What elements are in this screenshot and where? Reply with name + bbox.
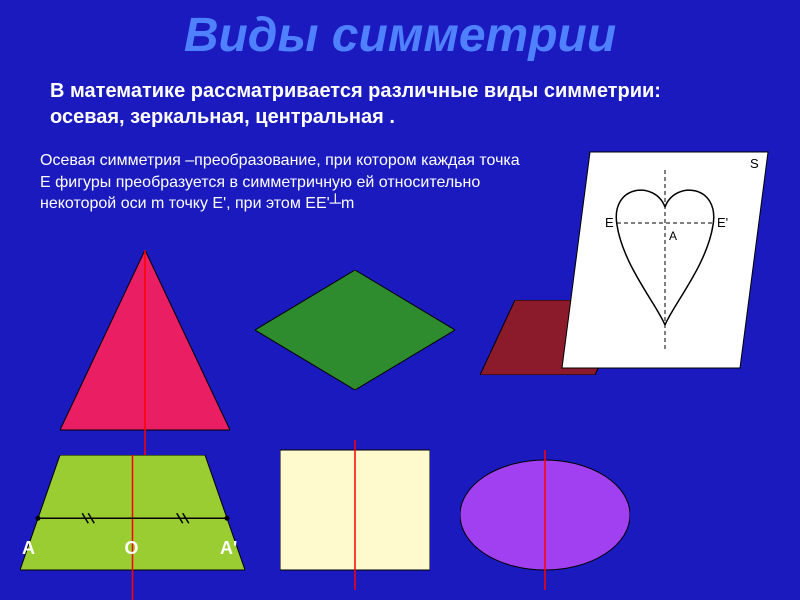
heart-diagram: E E' A S	[560, 150, 770, 370]
svg-text:E: E	[605, 215, 614, 230]
triangle-shape	[60, 250, 230, 460]
slide: Виды симметрии В математике рассматривае…	[0, 0, 800, 600]
slide-title: Виды симметрии	[0, 8, 800, 63]
ellipse-shape	[460, 450, 630, 590]
svg-text:A: A	[669, 229, 677, 243]
label-o: O	[125, 538, 139, 559]
label-a-prime: A'	[220, 538, 237, 559]
intro-text: В математике рассматривается различные в…	[50, 78, 690, 130]
svg-text:S: S	[750, 156, 759, 171]
definition-text: Осевая симметрия –преобразование, при ко…	[40, 150, 520, 215]
svg-text:E': E'	[717, 215, 728, 230]
rhombus-shape	[255, 270, 455, 390]
label-a: A	[22, 538, 35, 559]
trapezoid-shape	[20, 455, 245, 600]
rectangle-shape	[280, 440, 430, 590]
